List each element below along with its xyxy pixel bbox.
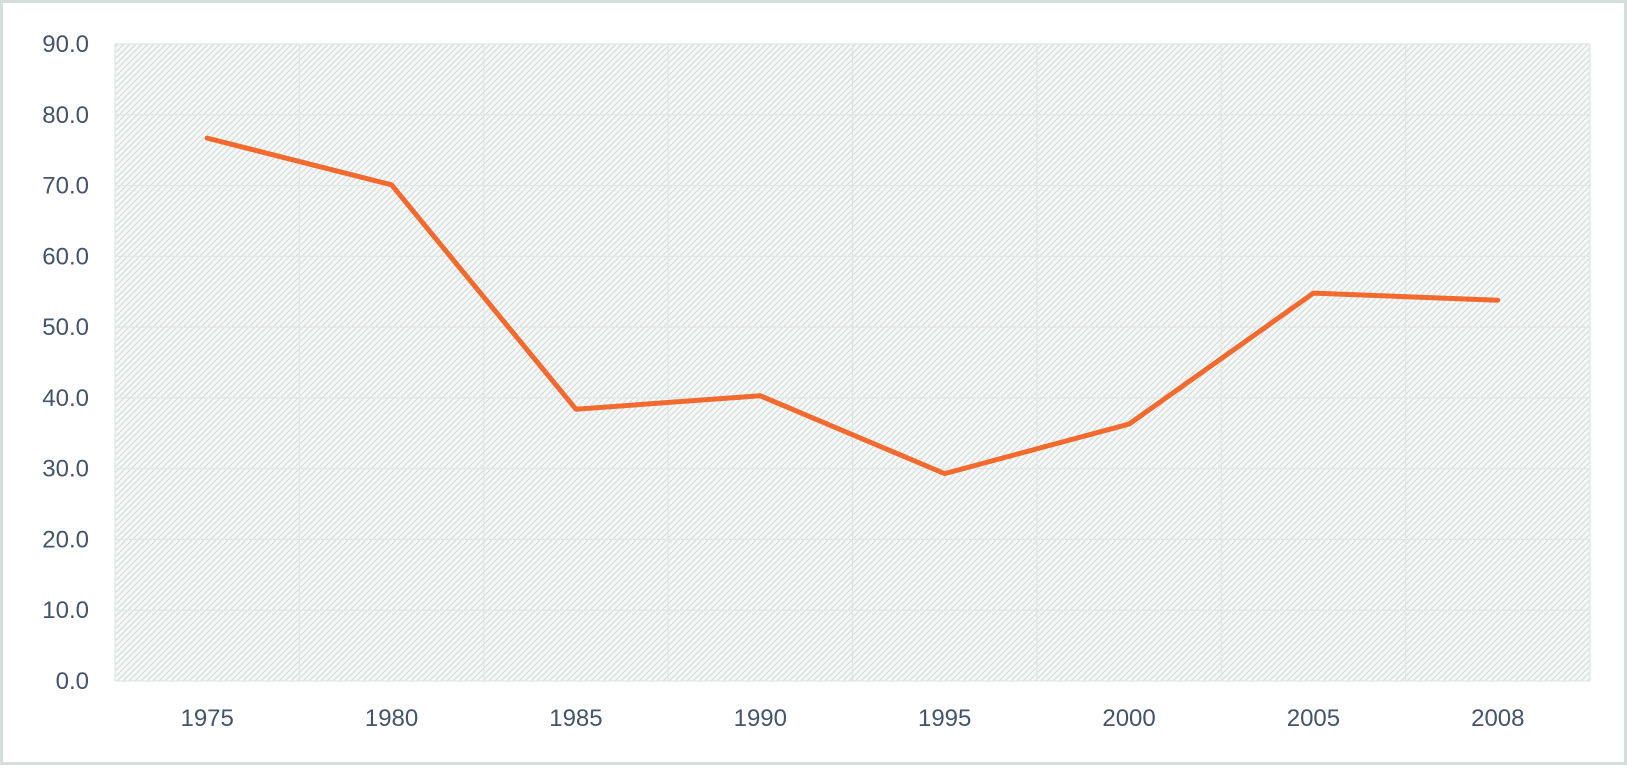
y-tick-label: 90.0	[42, 31, 89, 58]
x-tick-label: 1985	[549, 705, 602, 732]
y-axis-ticks: 0.0 10.0 20.0 30.0 40.0 50.0 60.0 70.0 80.0 90.0	[42, 31, 89, 695]
y-tick-label: 0.0	[56, 668, 89, 695]
x-tick-label: 2000	[1102, 705, 1155, 732]
y-tick-label: 50.0	[42, 314, 89, 341]
x-tick-label: 1975	[180, 705, 233, 732]
x-tick-label: 2008	[1471, 705, 1524, 732]
x-tick-label: 2005	[1287, 705, 1340, 732]
y-tick-label: 70.0	[42, 173, 89, 200]
y-tick-label: 20.0	[42, 526, 89, 553]
y-tick-label: 10.0	[42, 597, 89, 624]
x-tick-label: 1990	[734, 705, 787, 732]
y-tick-label: 30.0	[42, 456, 89, 483]
x-tick-label: 1995	[918, 705, 971, 732]
line-chart: 0.010.020.030.040.050.060.070.080.090.0 …	[3, 3, 1627, 768]
x-axis-ticks: 1975 1980 1985 1990 1995 2000 2005 2008	[180, 705, 1524, 732]
y-tick-label: 80.0	[42, 102, 89, 129]
y-tick-label: 40.0	[42, 385, 89, 412]
y-tick-label: 60.0	[42, 243, 89, 270]
x-tick-label: 1980	[365, 705, 418, 732]
